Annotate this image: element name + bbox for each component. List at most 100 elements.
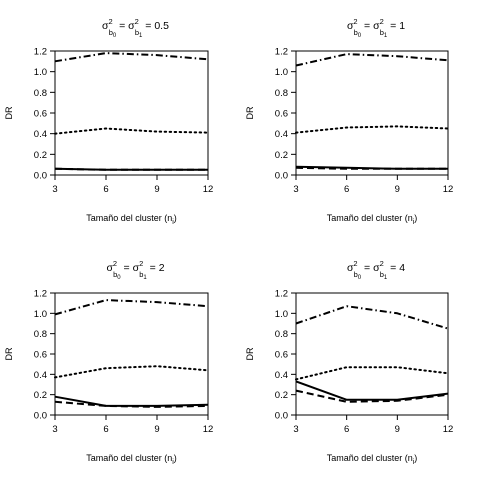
series-line-dashdot [54, 52, 209, 63]
x-axis-label-sub: i [172, 219, 174, 226]
title-sigma: σ [347, 262, 354, 274]
title-subscript: b [135, 28, 139, 37]
x-axis-label-close: ) [414, 213, 417, 223]
title-subscript-index: 0 [117, 275, 121, 281]
x-axis-label: Tamaño del cluster (ni) [86, 453, 177, 466]
y-tick-label: 1.2 [275, 289, 288, 300]
x-axis-label-main: Tamaño del cluster (n [86, 213, 172, 223]
x-tick-label: 9 [154, 424, 159, 435]
x-tick-label: 3 [52, 424, 57, 435]
title-value: = 1 [387, 20, 405, 32]
title-superscript: 2 [380, 259, 384, 268]
series-line-dotted [54, 365, 209, 379]
x-tick-label: 6 [344, 184, 349, 195]
y-tick-label: 0.8 [34, 88, 47, 99]
title-subscript: b [380, 28, 384, 37]
y-tick-label: 0.0 [275, 411, 288, 422]
panel-title: σ2 b0 = σ2 b1 = 1 [347, 17, 405, 39]
y-axis-label: DR [245, 106, 255, 119]
title-subscript-index: 0 [358, 275, 362, 281]
title-subscript: b [109, 28, 113, 37]
title-subscript: b [354, 270, 358, 279]
x-tick-label: 9 [395, 184, 400, 195]
title-superscript: 2 [109, 17, 113, 26]
y-tick-label: 0.6 [275, 350, 288, 361]
y-tick-label: 1.0 [275, 67, 288, 78]
x-tick-label: 6 [103, 424, 108, 435]
x-tick-label: 3 [293, 424, 298, 435]
series-line-dashed [54, 167, 208, 171]
y-tick-label: 0.6 [34, 109, 47, 120]
title-equals-sigma: = σ [361, 20, 380, 32]
plot-frame [54, 50, 209, 176]
y-tick-label: 0.8 [275, 88, 288, 99]
y-tick-label: 0.4 [34, 129, 47, 140]
title-superscript: 2 [113, 259, 117, 268]
title-superscript: 2 [135, 17, 139, 26]
y-tick-label: 0.6 [34, 350, 47, 361]
y-tick-label: 0.4 [275, 129, 288, 140]
y-tick-label: 0.4 [34, 370, 47, 381]
x-tick-label: 6 [344, 424, 349, 435]
x-tick-label: 12 [203, 424, 214, 435]
series-line-dotted [54, 127, 209, 135]
title-equals-sigma: = σ [121, 262, 140, 274]
y-tick-label: 1.0 [34, 67, 47, 78]
x-axis-label-sub: i [413, 459, 415, 466]
y-tick-label: 0.8 [275, 329, 288, 340]
title-sigma: σ [347, 20, 354, 32]
x-tick-label: 12 [443, 184, 454, 195]
title-superscript: 2 [380, 17, 384, 26]
x-axis-label-close: ) [174, 453, 177, 463]
y-tick-label: 0.2 [275, 390, 288, 401]
title-subscript: b [380, 270, 384, 279]
y-tick-label: 1.2 [275, 47, 288, 58]
title-subscript-index: 0 [358, 33, 362, 39]
plot-frame [295, 50, 449, 176]
panel-title: σ2 b0 = σ2 b1 = 0.5 [102, 17, 169, 39]
x-tick-label: 6 [103, 184, 108, 195]
y-axis-label: DR [4, 106, 14, 119]
series-line-solid [295, 380, 449, 401]
title-superscript: 2 [353, 259, 357, 268]
series-line-dashed [295, 389, 449, 403]
x-tick-label: 9 [154, 184, 159, 195]
x-axis-label-main: Tamaño del cluster (n [327, 213, 413, 223]
title-sigma: σ [102, 20, 109, 32]
y-tick-label: 0.2 [34, 390, 47, 401]
y-tick-label: 0.0 [34, 171, 47, 182]
x-axis-label-main: Tamaño del cluster (n [86, 453, 172, 463]
title-subscript: b [139, 270, 143, 279]
y-tick-label: 0.0 [34, 411, 47, 422]
x-axis-label-sub: i [413, 219, 415, 226]
plot-frame [54, 292, 209, 416]
x-tick-label: 12 [443, 424, 454, 435]
title-equals-sigma: = σ [361, 262, 380, 274]
series-line-dashed [54, 400, 209, 408]
series-line-dashdot [295, 53, 449, 67]
x-axis-label: Tamaño del cluster (ni) [327, 453, 418, 466]
x-tick-label: 3 [293, 184, 298, 195]
x-tick-label: 12 [203, 184, 214, 195]
x-axis-label: Tamaño del cluster (ni) [86, 213, 177, 226]
series-line-dotted [295, 125, 449, 134]
y-tick-label: 1.2 [34, 47, 47, 58]
title-subscript-index: 1 [139, 33, 143, 39]
y-axis-label: DR [245, 347, 255, 360]
title-subscript-index: 1 [384, 275, 388, 281]
y-tick-label: 0.2 [34, 150, 47, 161]
y-tick-label: 1.0 [34, 309, 47, 320]
y-tick-label: 0.0 [275, 171, 288, 182]
title-sigma: σ [106, 262, 113, 274]
title-value: = 0.5 [142, 20, 169, 32]
title-superscript: 2 [139, 259, 143, 268]
title-subscript-index: 1 [143, 275, 147, 281]
series-line-dotted [295, 366, 449, 381]
title-subscript: b [113, 270, 117, 279]
x-axis-label-close: ) [414, 453, 417, 463]
y-tick-label: 1.2 [34, 289, 47, 300]
